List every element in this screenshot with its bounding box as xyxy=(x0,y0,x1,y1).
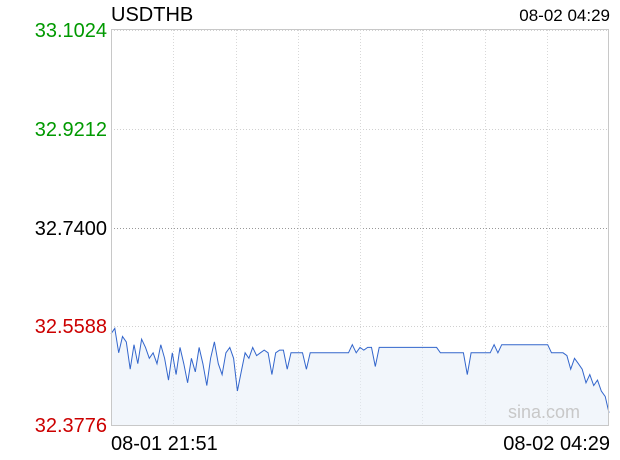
price-area-fill xyxy=(111,328,609,425)
plot-frame xyxy=(111,29,609,426)
y-tick-label: 32.9212 xyxy=(34,118,107,141)
y-tick-label: 32.3776 xyxy=(34,414,107,437)
x-tick-end: 08-02 04:29 xyxy=(503,433,610,455)
price-line xyxy=(110,326,610,413)
y-tick-label: 32.5588 xyxy=(34,315,107,338)
symbol-title: USDTHB xyxy=(111,4,194,26)
y-tick-label: 33.1024 xyxy=(34,19,107,42)
watermark: sina.com xyxy=(508,402,581,422)
x-tick-start: 08-01 21:51 xyxy=(111,433,218,455)
last-update-timestamp: 08-02 04:29 xyxy=(519,6,610,25)
y-tick-label: 32.7400 xyxy=(34,217,107,240)
